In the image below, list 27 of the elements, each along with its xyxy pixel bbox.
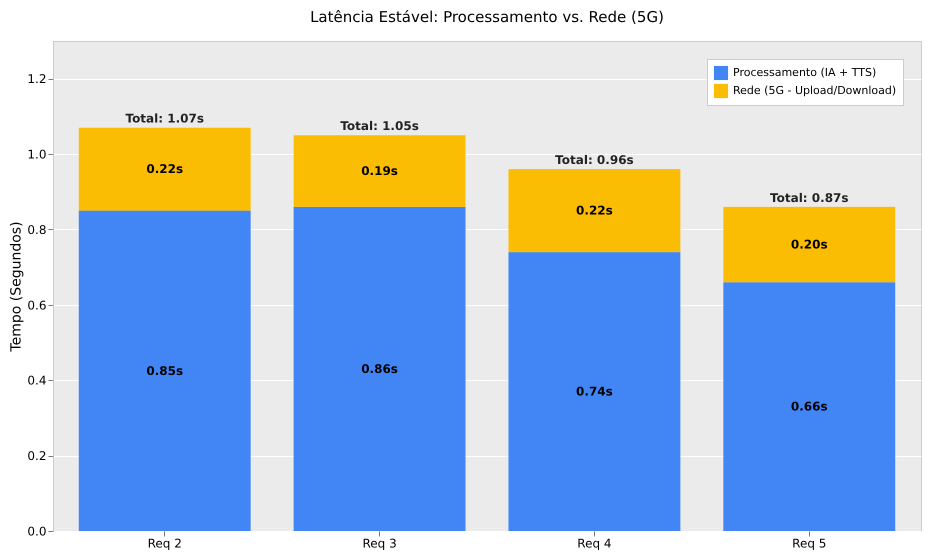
y-tick-label: 0.4	[27, 374, 46, 388]
data-label: 0.85s	[146, 364, 184, 378]
data-label: 0.20s	[790, 238, 828, 252]
x-tick-label: Req 3	[362, 536, 397, 550]
y-tick-label: 0.6	[27, 298, 46, 312]
y-tick-label: 0.2	[27, 449, 46, 464]
legend-label: Processamento (IA + TTS)	[733, 66, 876, 79]
y-tick-label: 0.0	[27, 524, 46, 538]
data-label: 0.74s	[576, 384, 613, 399]
x-tick-label: Req 5	[792, 536, 826, 550]
data-label: 0.86s	[361, 362, 398, 376]
data-label: 0.22s	[576, 204, 613, 218]
chart-title: Latência Estável: Processamento vs. Rede (5G)	[310, 8, 664, 26]
total-label: Total: 1.07s	[125, 112, 204, 126]
total-label: Total: 0.96s	[555, 153, 634, 168]
legend-label: Rede (5G - Upload/Download)	[733, 84, 896, 97]
data-label: 0.22s	[146, 162, 184, 176]
total-label: Total: 0.87s	[770, 190, 849, 205]
data-label: 0.19s	[361, 164, 398, 178]
x-tick-label: Req 4	[577, 536, 612, 550]
y-tick-label: 1.0	[27, 148, 46, 162]
x-tick-label: Req 2	[148, 536, 182, 550]
y-tick-label: 0.8	[27, 222, 46, 237]
data-label: 0.66s	[790, 400, 828, 414]
y-axis-title: Tempo (Segundos)	[8, 221, 24, 353]
total-label: Total: 1.05s	[340, 119, 419, 134]
y-tick-label: 1.2	[27, 72, 46, 86]
